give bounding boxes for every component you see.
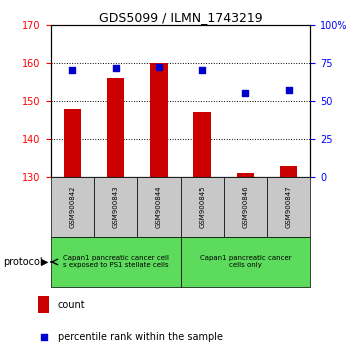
Text: GSM900846: GSM900846 bbox=[243, 186, 248, 228]
Point bbox=[41, 335, 47, 340]
Text: GSM900844: GSM900844 bbox=[156, 186, 162, 228]
Bar bbox=[180, 237, 310, 287]
Point bbox=[243, 90, 248, 96]
Text: GSM900842: GSM900842 bbox=[69, 186, 75, 228]
Point bbox=[113, 65, 118, 71]
Point bbox=[69, 68, 75, 73]
Bar bbox=[94, 177, 137, 237]
Bar bbox=[51, 177, 94, 237]
Text: protocol: protocol bbox=[4, 257, 43, 267]
Point bbox=[156, 64, 162, 70]
Bar bbox=[224, 177, 267, 237]
Text: GSM900843: GSM900843 bbox=[113, 186, 118, 228]
Bar bbox=[193, 112, 211, 177]
Text: percentile rank within the sample: percentile rank within the sample bbox=[58, 332, 223, 342]
Title: GDS5099 / ILMN_1743219: GDS5099 / ILMN_1743219 bbox=[99, 11, 262, 24]
Text: ▶: ▶ bbox=[41, 257, 49, 267]
Bar bbox=[64, 108, 81, 177]
Bar bbox=[137, 177, 180, 237]
Bar bbox=[267, 177, 310, 237]
Text: Capan1 pancreatic cancer cell
s exposed to PS1 stellate cells: Capan1 pancreatic cancer cell s exposed … bbox=[62, 256, 169, 268]
Point bbox=[199, 68, 205, 73]
Bar bbox=[180, 177, 224, 237]
Text: Capan1 pancreatic cancer
cells only: Capan1 pancreatic cancer cells only bbox=[200, 256, 291, 268]
Bar bbox=[280, 166, 297, 177]
Text: GSM900845: GSM900845 bbox=[199, 186, 205, 228]
Bar bbox=[150, 63, 168, 177]
Bar bbox=[38, 296, 49, 313]
Bar bbox=[51, 237, 180, 287]
Bar bbox=[107, 78, 124, 177]
Text: count: count bbox=[58, 300, 86, 310]
Text: GSM900847: GSM900847 bbox=[286, 186, 292, 228]
Bar bbox=[237, 173, 254, 177]
Point bbox=[286, 87, 292, 93]
